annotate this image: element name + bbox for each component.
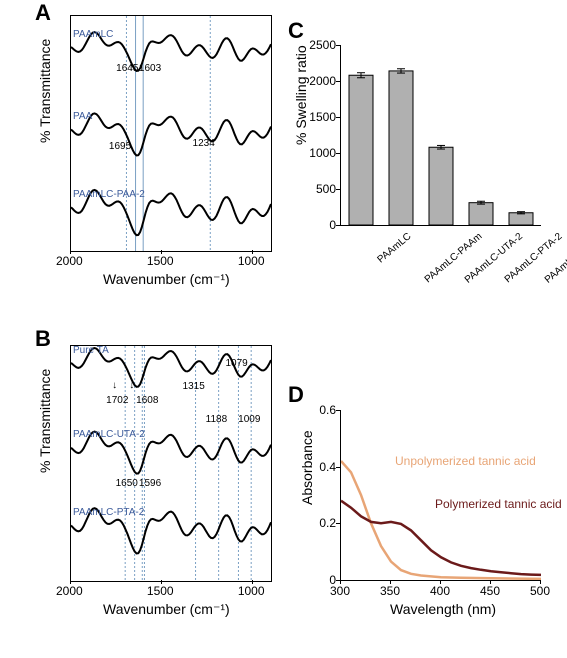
xtick bbox=[161, 250, 162, 254]
peak-label: 1650 bbox=[116, 478, 138, 489]
panelA-svg bbox=[71, 16, 271, 251]
peak-label: 1079 bbox=[225, 358, 247, 369]
ytick bbox=[336, 225, 340, 226]
panelB-ylabel: % Transmittance bbox=[37, 453, 53, 473]
ytick bbox=[336, 153, 340, 154]
panel-label-A: A bbox=[35, 0, 51, 26]
ytick-label: 2500 bbox=[309, 38, 336, 52]
peak-label: ↓ bbox=[129, 380, 134, 391]
peak-label: 1608 bbox=[136, 395, 158, 406]
peak-label: 1645 bbox=[116, 63, 138, 74]
xtick-label: 500 bbox=[530, 584, 550, 598]
panelA-plot bbox=[70, 15, 272, 252]
xtick bbox=[252, 250, 253, 254]
panelC-ylabel: % Swelling ratio bbox=[293, 125, 309, 145]
bar-category: PAAmLC bbox=[375, 231, 413, 265]
series-label: Polymerized tannic acid bbox=[435, 497, 562, 511]
peak-label: 1702 bbox=[106, 395, 128, 406]
panelC-svg bbox=[341, 45, 541, 225]
xtick bbox=[490, 580, 491, 584]
xtick-label: 1500 bbox=[147, 584, 174, 598]
xtick bbox=[70, 580, 71, 584]
panel-label-C: C bbox=[288, 18, 304, 44]
panelD-svg bbox=[341, 410, 541, 580]
xtick bbox=[161, 580, 162, 584]
panelB-xlabel: Wavenumber (cm⁻¹) bbox=[103, 601, 230, 618]
peak-label: 1009 bbox=[238, 414, 260, 425]
ytick-label: 0.6 bbox=[319, 403, 336, 417]
series-label: Unpolymerized tannic acid bbox=[395, 454, 536, 468]
sample-label: Pure TA bbox=[73, 345, 109, 356]
sample-label: PAAmLC-PTA-2 bbox=[73, 507, 144, 518]
ytick bbox=[336, 523, 340, 524]
panelC-plot bbox=[340, 45, 541, 226]
peak-label: ↓ bbox=[112, 380, 117, 391]
ytick bbox=[336, 467, 340, 468]
xtick-label: 2000 bbox=[56, 584, 83, 598]
ytick-label: 2000 bbox=[309, 74, 336, 88]
ytick bbox=[336, 410, 340, 411]
ytick-label: 500 bbox=[316, 182, 336, 196]
xtick bbox=[70, 250, 71, 254]
ytick-label: 0 bbox=[329, 218, 336, 232]
panelA-xlabel: Wavenumber (cm⁻¹) bbox=[103, 271, 230, 288]
panelB-svg bbox=[71, 346, 271, 581]
xtick-label: 2000 bbox=[56, 254, 83, 268]
xtick-label: 450 bbox=[480, 584, 500, 598]
xtick bbox=[252, 580, 253, 584]
ytick bbox=[336, 45, 340, 46]
xtick-label: 400 bbox=[430, 584, 450, 598]
figure-root: A C B D % Transmittance Wavenumber (cm⁻¹… bbox=[0, 0, 567, 658]
xtick-label: 1000 bbox=[238, 584, 265, 598]
ytick bbox=[336, 189, 340, 190]
sample-label: PAAmLC-PAA-2 bbox=[73, 189, 145, 200]
panelD-plot bbox=[340, 410, 541, 581]
xtick bbox=[340, 580, 341, 584]
sample-label: PAA bbox=[73, 111, 92, 122]
xtick-label: 1000 bbox=[238, 254, 265, 268]
xtick-label: 1500 bbox=[147, 254, 174, 268]
peak-label: 1695 bbox=[109, 141, 131, 152]
panelB-plot bbox=[70, 345, 272, 582]
panelD-xlabel: Wavelength (nm) bbox=[390, 601, 496, 617]
ytick-label: 0.2 bbox=[319, 516, 336, 530]
ytick-label: 1000 bbox=[309, 146, 336, 160]
peak-label: 1603 bbox=[139, 63, 161, 74]
peak-label: 1234 bbox=[193, 138, 215, 149]
sample-label: PAAmLC bbox=[73, 29, 113, 40]
xtick bbox=[440, 580, 441, 584]
panelA-ylabel: % Transmittance bbox=[37, 123, 53, 143]
xtick bbox=[540, 580, 541, 584]
peak-label: 1188 bbox=[206, 414, 228, 425]
ytick-label: 0 bbox=[329, 573, 336, 587]
panel-label-D: D bbox=[288, 382, 304, 408]
peak-label: 1315 bbox=[183, 381, 205, 392]
ytick-label: 1500 bbox=[309, 110, 336, 124]
ytick bbox=[336, 117, 340, 118]
xtick bbox=[390, 580, 391, 584]
xtick-label: 350 bbox=[380, 584, 400, 598]
peak-label: 1596 bbox=[139, 478, 161, 489]
ytick-label: 0.4 bbox=[319, 460, 336, 474]
sample-label: PAAmLC-UTA-2 bbox=[73, 429, 145, 440]
ytick bbox=[336, 580, 340, 581]
ytick bbox=[336, 81, 340, 82]
panel-label-B: B bbox=[35, 326, 51, 352]
panelD-ylabel: Absorbance bbox=[299, 485, 315, 505]
